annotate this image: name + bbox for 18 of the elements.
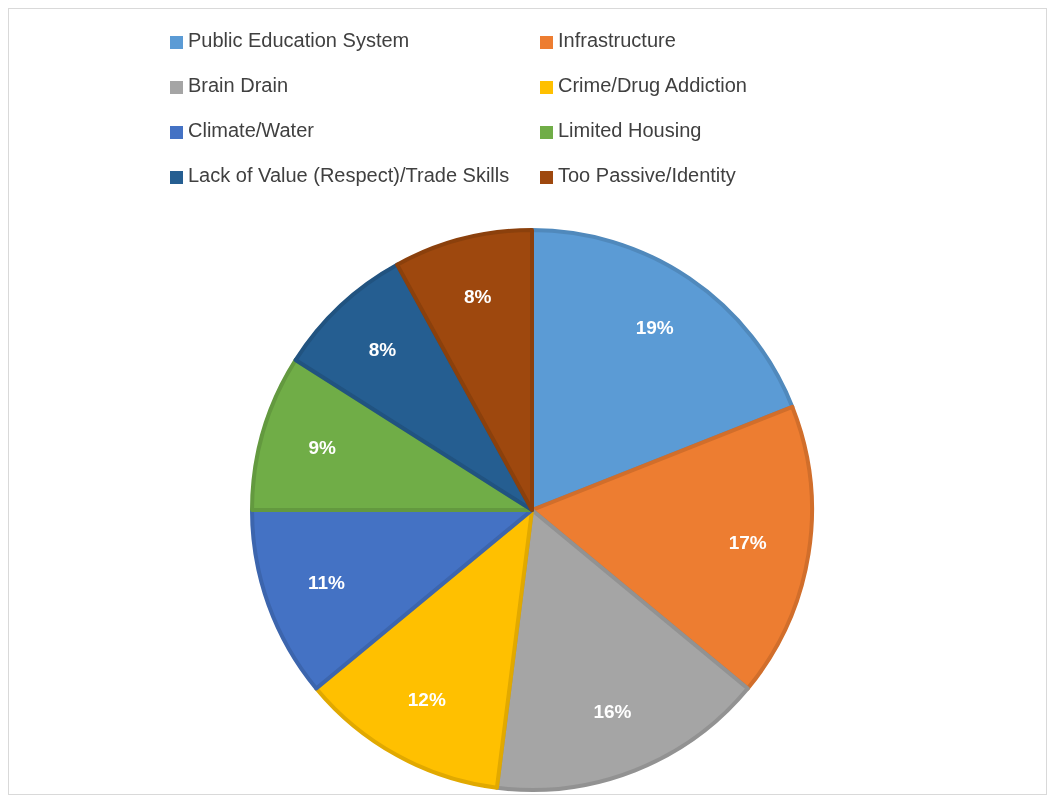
data-label: 19%	[635, 317, 674, 339]
legend-label: Lack of Value (Respect)/Trade Skills	[188, 164, 510, 187]
legend-label: Infrastructure	[558, 29, 676, 52]
data-label: 9%	[308, 437, 337, 459]
data-label: 17%	[728, 532, 767, 554]
legend-label: Limited Housing	[558, 119, 702, 142]
data-label: 16%	[593, 701, 632, 723]
data-label: 11%	[308, 572, 346, 593]
data-label: 12%	[407, 689, 446, 711]
pie-slice	[395, 228, 534, 512]
legend-label: Brain Drain	[188, 74, 289, 97]
legend-label: Public Education System	[188, 29, 410, 52]
data-label: 8%	[463, 286, 492, 308]
data-label: 8%	[368, 338, 397, 360]
legend-label: Crime/Drug Addiction	[558, 74, 747, 97]
legend-label: Climate/Water	[188, 119, 315, 142]
legend-label: Too Passive/Identity	[558, 164, 736, 187]
pie-slice	[250, 357, 534, 512]
